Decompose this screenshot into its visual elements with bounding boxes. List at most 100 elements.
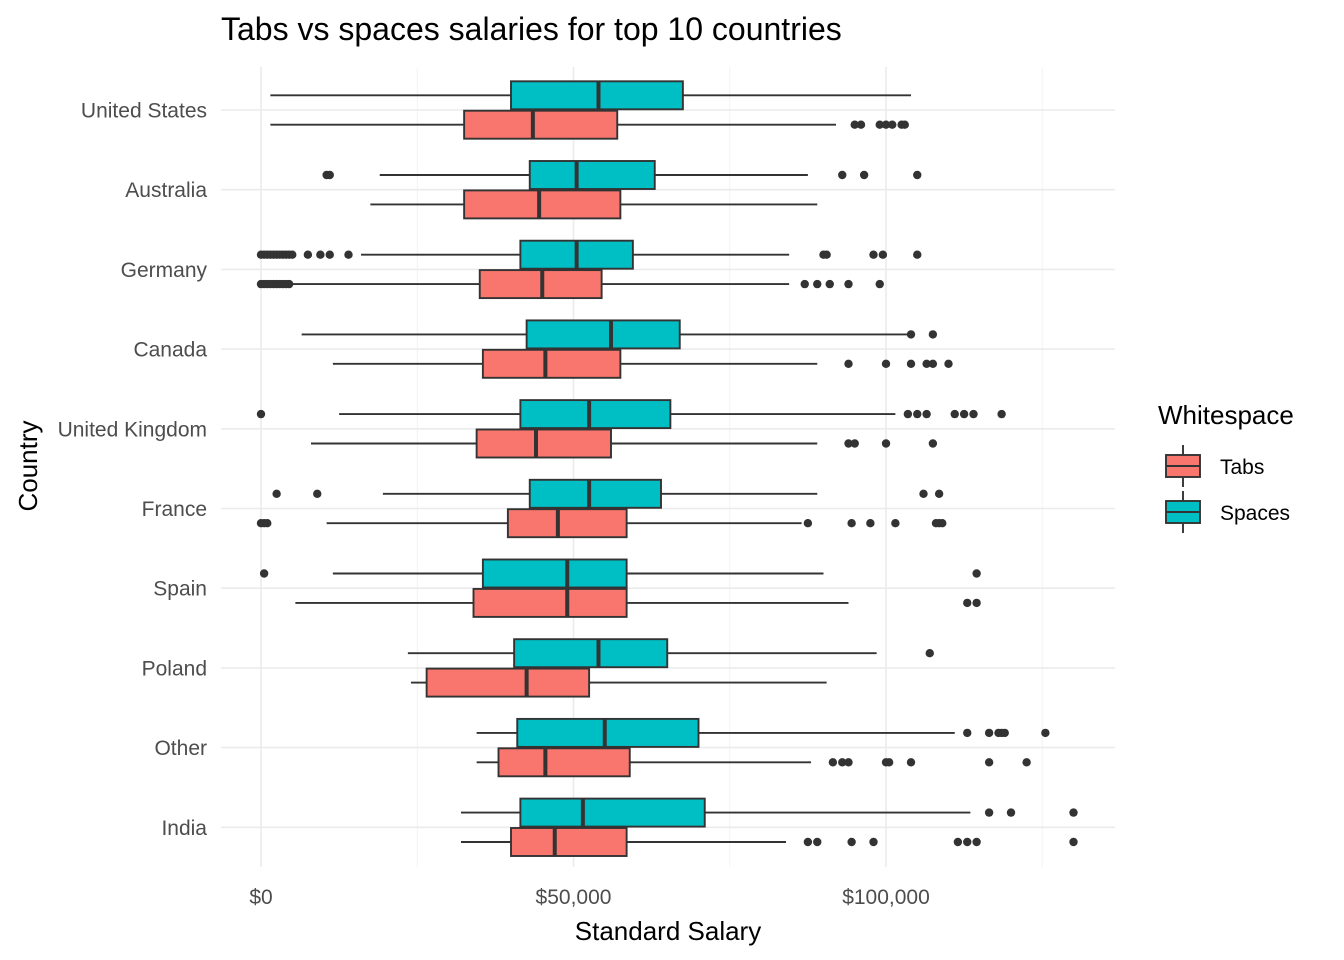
box: [472, 587, 628, 618]
outlier-point: [825, 279, 834, 289]
y-tick-label: United States: [81, 100, 207, 123]
outlier-point: [900, 120, 909, 129]
boxplot-tabs: [256, 269, 884, 300]
outlier-point: [959, 409, 969, 419]
x-tick-label: $100,000: [842, 886, 930, 909]
outlier-point: [919, 489, 928, 498]
outlier-point: [850, 120, 859, 129]
chart-title: Tabs vs spaces salaries for top 10 count…: [221, 11, 842, 47]
outlier-point: [881, 120, 891, 129]
boxplot-spaces: [270, 80, 911, 111]
outlier-point: [316, 250, 325, 259]
box: [513, 638, 669, 669]
outlier-point: [928, 330, 938, 339]
boxplot-tabs: [411, 667, 827, 698]
y-tick-label: Germany: [121, 259, 208, 282]
outlier-point: [844, 279, 853, 289]
y-tick-label: France: [142, 498, 207, 521]
outlier-point: [1069, 837, 1078, 847]
box: [425, 667, 591, 698]
boxplot-tabs: [370, 189, 818, 220]
outlier-point: [272, 489, 281, 498]
box: [519, 797, 706, 828]
outlier-point: [838, 758, 847, 767]
outlier-point: [803, 519, 813, 528]
outlier-point: [903, 409, 913, 419]
outlier-point: [963, 598, 972, 608]
box: [497, 747, 631, 778]
outlier-point: [906, 330, 916, 339]
outlier-point: [303, 250, 313, 259]
outlier-point: [922, 409, 931, 419]
outlier-point: [925, 649, 934, 658]
y-tick-label: India: [161, 817, 207, 840]
box: [463, 189, 622, 220]
outlier-point: [878, 250, 888, 259]
boxplot-spaces: [476, 717, 1050, 748]
outlier-point: [1006, 808, 1016, 817]
plot-panel: [221, 67, 1115, 867]
outlier-point: [838, 170, 847, 180]
outlier-point: [813, 279, 822, 289]
x-tick-label: $50,000: [536, 886, 612, 909]
boxplot-tabs: [332, 348, 953, 379]
outlier-point: [972, 837, 981, 847]
outlier-point: [800, 279, 809, 289]
outlier-point: [284, 279, 294, 289]
outlier-point: [938, 519, 947, 528]
outlier-point: [950, 409, 959, 419]
boxplot-spaces: [461, 797, 1078, 828]
box: [463, 109, 619, 140]
outlier-point: [869, 837, 878, 847]
boxplot-tabs: [476, 747, 1031, 778]
boxplot-spaces: [407, 638, 934, 669]
x-axis-title: Standard Salary: [575, 916, 761, 946]
outlier-point: [344, 250, 353, 259]
box: [528, 160, 656, 190]
outlier-point: [906, 758, 916, 767]
y-axis-title: Country: [13, 420, 43, 511]
boxplot-spaces: [322, 160, 922, 190]
legend-title: Whitespace: [1158, 400, 1294, 430]
outlier-point: [875, 120, 884, 129]
outlier-point: [859, 170, 869, 180]
outlier-point: [1069, 808, 1078, 817]
boxplot-marks: [256, 80, 1078, 857]
outlier-point: [944, 359, 953, 368]
outlier-point: [1000, 728, 1009, 738]
outlier-point: [913, 170, 922, 180]
outlier-point: [928, 359, 938, 368]
outlier-point: [844, 758, 853, 767]
outlier-point: [891, 519, 900, 528]
outlier-point: [888, 120, 897, 129]
legend-label: Tabs: [1220, 456, 1264, 479]
y-tick-label: Spain: [153, 578, 207, 601]
outlier-point: [928, 439, 938, 448]
outlier-point: [325, 250, 334, 259]
boxplot-spaces: [301, 319, 938, 350]
outlier-point: [963, 837, 972, 847]
outlier-point: [844, 359, 853, 368]
y-tick-label: Australia: [125, 179, 207, 202]
outlier-point: [972, 569, 981, 578]
boxplot-tabs: [461, 827, 1078, 857]
box: [475, 428, 612, 459]
outlier-point: [822, 250, 831, 259]
outlier-point: [856, 120, 866, 129]
outlier-point: [828, 758, 838, 767]
outlier-point: [325, 170, 334, 180]
outlier-point: [256, 409, 266, 419]
outlier-point: [813, 837, 822, 847]
y-tick-label: United Kingdom: [58, 418, 207, 441]
outlier-point: [869, 250, 878, 259]
outlier-point: [847, 837, 856, 847]
outlier-point: [906, 359, 916, 368]
legend: Whitespace Tabs Spaces: [1158, 400, 1294, 533]
outlier-point: [1022, 758, 1031, 767]
legend-key-spaces: [1165, 491, 1201, 533]
boxplot-spaces: [272, 478, 944, 509]
outlier-point: [953, 837, 963, 847]
y-tick-label: Canada: [133, 339, 207, 362]
boxplot-spaces: [256, 239, 922, 270]
